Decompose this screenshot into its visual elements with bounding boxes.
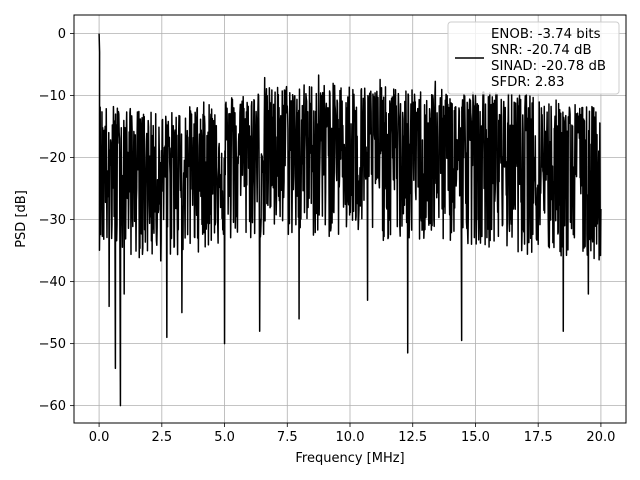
y-tick-label: −60 xyxy=(39,399,66,414)
legend-enob: ENOB: -3.74 bits xyxy=(491,27,601,42)
x-tick-label: 5.0 xyxy=(214,430,235,445)
x-axis-label: Frequency [MHz] xyxy=(295,451,404,466)
y-tick-label: −30 xyxy=(39,213,66,228)
y-tick-label: −40 xyxy=(39,275,66,290)
x-tick-label: 20.0 xyxy=(586,430,615,445)
legend-sinad: SINAD: -20.78 dB xyxy=(491,59,606,74)
y-tick-label: −10 xyxy=(39,89,66,104)
legend-box xyxy=(447,21,620,95)
legend: ENOB: -3.74 bits SNR: -20.74 dB SINAD: -… xyxy=(447,21,620,95)
x-tick-label: 7.5 xyxy=(277,430,298,445)
x-tick-label: 12.5 xyxy=(398,430,427,445)
plot-area xyxy=(98,33,602,407)
y-tick-label: 0 xyxy=(58,27,66,42)
y-axis-label: PSD [dB] xyxy=(14,190,29,248)
axis-ticks: 0.0 2.5 5.0 7.5 10.0 12.5 15.0 17.5 20.0 0 −10 −20 −… xyxy=(39,27,616,445)
y-tick-label: −50 xyxy=(39,337,66,352)
psd-series-line xyxy=(98,33,602,407)
y-tick-label: −20 xyxy=(39,151,66,166)
x-tick-label: 2.5 xyxy=(151,430,172,445)
legend-snr: SNR: -20.74 dB xyxy=(491,43,592,58)
x-tick-label: 0.0 xyxy=(89,430,110,445)
x-tick-label: 15.0 xyxy=(461,430,490,445)
legend-sfdr: SFDR: 2.83 xyxy=(491,75,564,90)
plot-frame xyxy=(73,14,627,424)
x-tick-label: 10.0 xyxy=(336,430,365,445)
x-tick-label: 17.5 xyxy=(524,430,553,445)
